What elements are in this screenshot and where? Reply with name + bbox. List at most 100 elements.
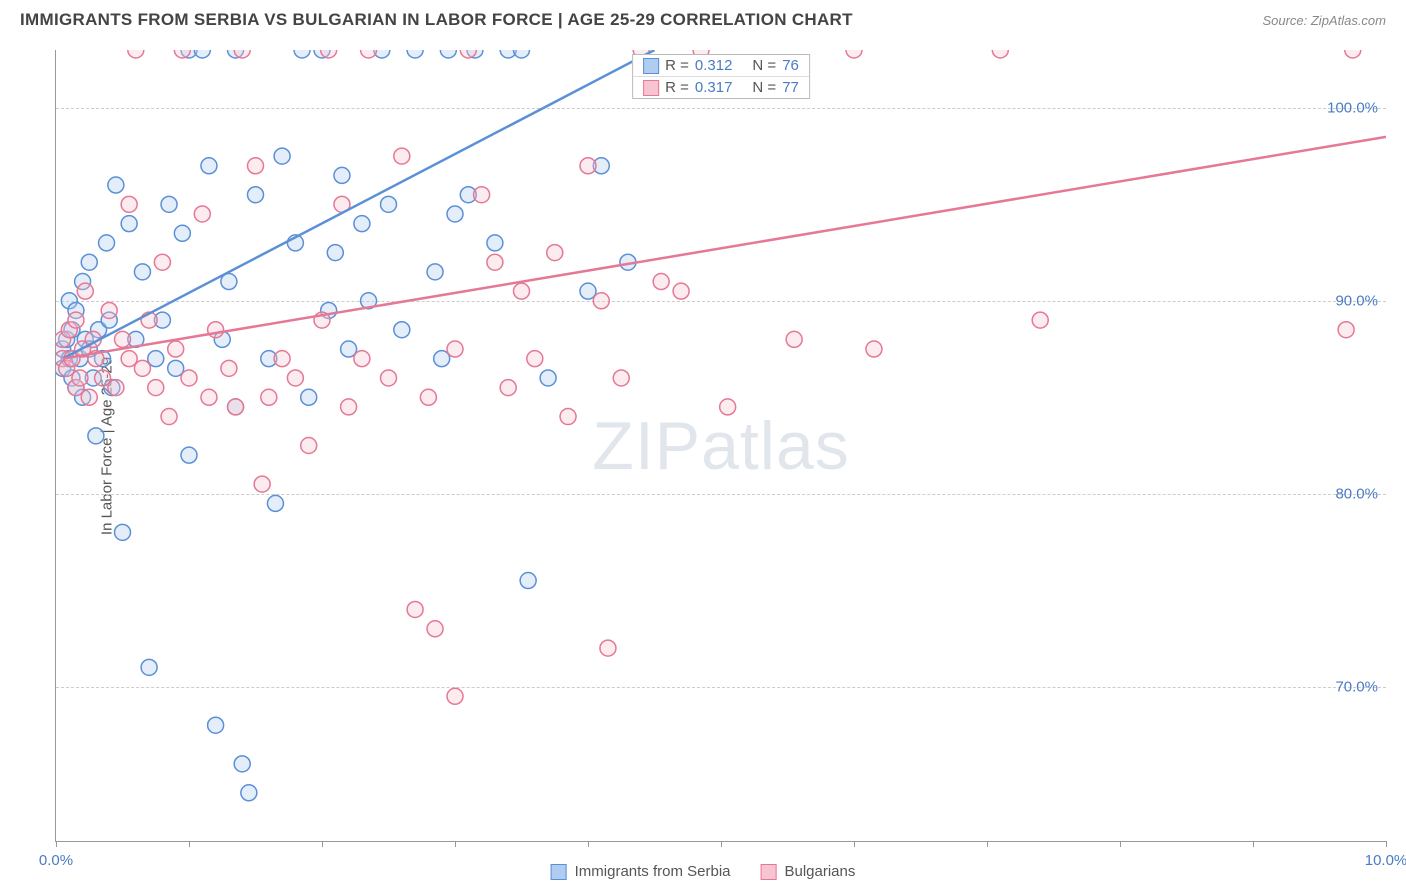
data-point (580, 158, 596, 174)
data-point (653, 274, 669, 290)
data-point (354, 351, 370, 367)
data-point (121, 216, 137, 232)
data-point (427, 621, 443, 637)
data-point (274, 148, 290, 164)
data-point (181, 447, 197, 463)
data-point (447, 206, 463, 222)
data-point (301, 389, 317, 405)
data-point (500, 380, 516, 396)
data-point (294, 50, 310, 58)
data-point (600, 640, 616, 656)
data-point (520, 573, 536, 589)
data-point (221, 360, 237, 376)
data-point (174, 225, 190, 241)
data-point (381, 196, 397, 212)
x-tick-label: 0.0% (39, 852, 73, 869)
data-point (201, 158, 217, 174)
data-point (181, 370, 197, 386)
data-point (121, 196, 137, 212)
data-point (381, 370, 397, 386)
chart-title: IMMIGRANTS FROM SERBIA VS BULGARIAN IN L… (20, 10, 853, 30)
legend-row-serbia: R = 0.312 N = 76 (633, 55, 809, 77)
data-point (334, 167, 350, 183)
legend-item-bulgarians: Bulgarians (760, 863, 855, 880)
data-point (560, 409, 576, 425)
data-point (613, 370, 629, 386)
swatch-bulgarians-icon (643, 80, 659, 96)
source-attribution: Source: ZipAtlas.com (1262, 13, 1386, 28)
data-point (108, 380, 124, 396)
data-point (161, 409, 177, 425)
data-point (866, 341, 882, 357)
data-point (420, 389, 436, 405)
data-point (514, 50, 530, 58)
data-point (287, 370, 303, 386)
data-point (527, 351, 543, 367)
data-point (115, 524, 131, 540)
swatch-serbia-icon (551, 864, 567, 880)
data-point (228, 399, 244, 415)
data-point (474, 187, 490, 203)
data-point (1032, 312, 1048, 328)
data-point (407, 601, 423, 617)
data-point (108, 177, 124, 193)
data-point (274, 351, 290, 367)
data-point (248, 158, 264, 174)
data-point (208, 717, 224, 733)
data-point (720, 399, 736, 415)
data-point (115, 331, 131, 347)
x-tick-label: 10.0% (1365, 852, 1406, 869)
data-point (81, 389, 97, 405)
data-point (514, 283, 530, 299)
data-point (487, 254, 503, 270)
data-point (407, 50, 423, 58)
correlation-legend: R = 0.312 N = 76 R = 0.317 N = 77 (632, 54, 810, 99)
data-point (301, 438, 317, 454)
data-point (846, 50, 862, 58)
data-point (427, 264, 443, 280)
data-point (354, 216, 370, 232)
data-point (101, 302, 117, 318)
data-point (394, 148, 410, 164)
data-point (208, 322, 224, 338)
data-point (72, 370, 88, 386)
data-point (547, 245, 563, 261)
data-point (128, 50, 144, 58)
data-point (447, 688, 463, 704)
data-point (593, 293, 609, 309)
data-point (154, 254, 170, 270)
data-point (99, 235, 115, 251)
data-point (1345, 50, 1361, 58)
data-point (1338, 322, 1354, 338)
data-point (673, 283, 689, 299)
series-legend: Immigrants from Serbia Bulgarians (551, 863, 856, 880)
data-point (361, 50, 377, 58)
data-point (440, 50, 456, 58)
data-point (327, 245, 343, 261)
data-point (194, 50, 210, 58)
data-point (161, 196, 177, 212)
data-point (77, 283, 93, 299)
data-point (992, 50, 1008, 58)
data-point (786, 331, 802, 347)
data-point (81, 254, 97, 270)
legend-row-bulgarians: R = 0.317 N = 77 (633, 77, 809, 98)
data-point (394, 322, 410, 338)
data-point (234, 756, 250, 772)
data-point (134, 360, 150, 376)
legend-item-serbia: Immigrants from Serbia (551, 863, 731, 880)
trend-line (63, 50, 655, 359)
data-point (341, 399, 357, 415)
data-point (540, 370, 556, 386)
data-point (68, 312, 84, 328)
scatter-svg (56, 50, 1386, 841)
chart-header: IMMIGRANTS FROM SERBIA VS BULGARIAN IN L… (0, 0, 1406, 38)
data-point (241, 785, 257, 801)
swatch-bulgarians-icon (760, 864, 776, 880)
data-point (134, 264, 150, 280)
data-point (447, 341, 463, 357)
data-point (267, 495, 283, 511)
data-point (261, 389, 277, 405)
data-point (168, 341, 184, 357)
data-point (201, 389, 217, 405)
